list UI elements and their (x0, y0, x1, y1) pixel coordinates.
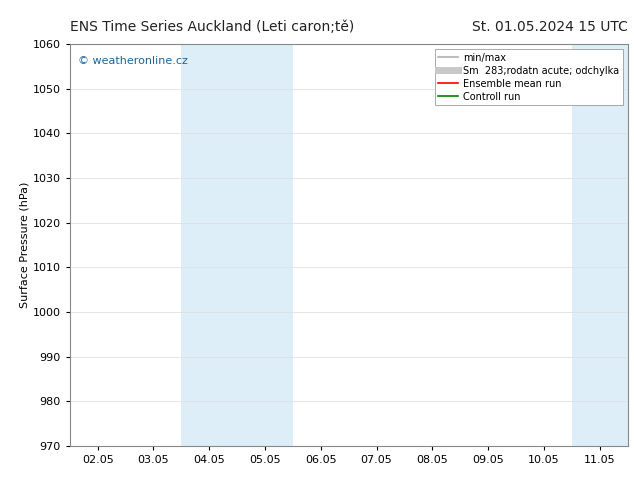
Y-axis label: Surface Pressure (hPa): Surface Pressure (hPa) (20, 182, 30, 308)
Bar (572, 44, 628, 446)
Legend: min/max, Sm  283;rodatn acute; odchylka, Ensemble mean run, Controll run: min/max, Sm 283;rodatn acute; odchylka, … (434, 49, 623, 105)
Text: © weatheronline.cz: © weatheronline.cz (78, 56, 188, 66)
Text: ENS Time Series Auckland (Leti caron;tě): ENS Time Series Auckland (Leti caron;tě) (70, 20, 354, 34)
Text: St. 01.05.2024 15 UTC: St. 01.05.2024 15 UTC (472, 20, 628, 34)
Bar (181, 44, 293, 446)
